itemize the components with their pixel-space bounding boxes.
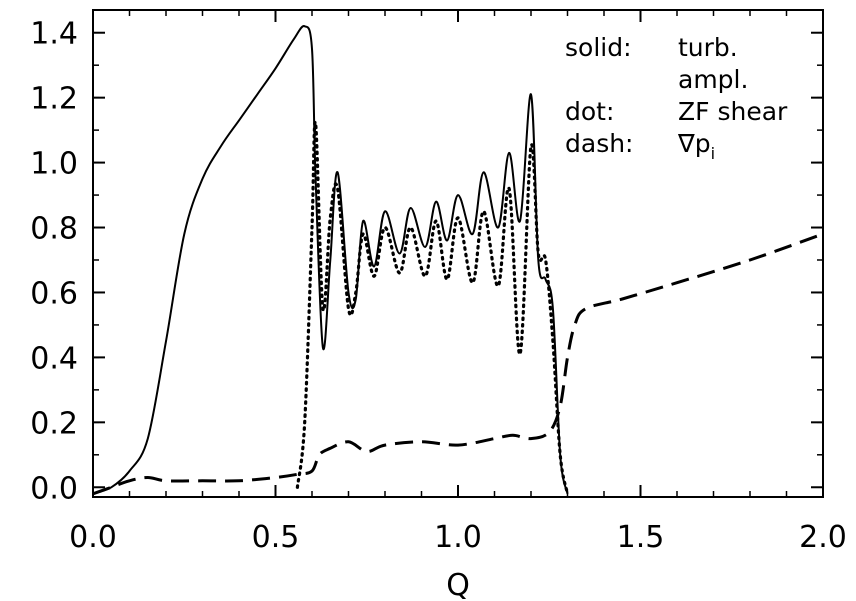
x-tick-label: 0.0 <box>69 520 117 555</box>
legend-key-solid: solid: <box>565 33 632 62</box>
legend-text-solid: turb. <box>678 33 738 62</box>
series-line-dash <box>92 232 824 496</box>
series-layer <box>92 25 824 496</box>
y-tick-label: 1.4 <box>30 17 78 52</box>
y-tick-label: 0.4 <box>30 341 78 376</box>
axes-layer: 0.0 0.5 1.0 1.5 2.0 0.0 0.2 0.4 0.6 0.8 1.0 1.2 1.4 <box>30 10 847 555</box>
legend: solid: turb. ampl. dot: ZF shear dash: ∇… <box>565 33 788 163</box>
legend-text-dot: ZF shear <box>678 97 788 126</box>
series-line-solid <box>92 25 569 495</box>
x-tick-label: 1.5 <box>617 520 665 555</box>
x-axis-title: Q <box>446 568 470 601</box>
x-tick-label: 2.0 <box>799 520 847 555</box>
series-line-dot <box>295 120 570 496</box>
y-tick-label: 1.0 <box>30 147 78 182</box>
legend-text-dash-sub: i <box>711 144 715 163</box>
x-tick-label: 0.5 <box>252 520 300 555</box>
y-tick-label: 1.2 <box>30 82 78 117</box>
x-tick-label: 1.0 <box>434 520 482 555</box>
legend-key-dash: dash: <box>565 129 633 158</box>
y-tick-label: 0.2 <box>30 406 78 441</box>
y-tick-label: 0.6 <box>30 276 78 311</box>
y-tick-label: 0.8 <box>30 212 78 247</box>
legend-text-dash: ∇pi <box>677 129 715 163</box>
y-tick-label: 0.0 <box>30 471 78 506</box>
legend-text-dash-main: ∇p <box>677 129 711 158</box>
legend-key-dot: dot: <box>565 97 614 126</box>
legend-text-solid-cont: ampl. <box>678 65 748 94</box>
